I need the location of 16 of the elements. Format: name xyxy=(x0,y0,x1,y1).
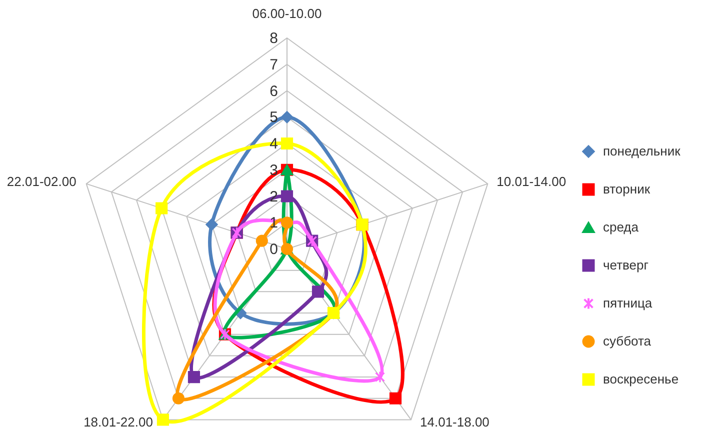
legend-label: пятница xyxy=(603,296,653,310)
y-tick-label: 7 xyxy=(270,56,278,74)
legend-label: четверг xyxy=(603,258,649,272)
spoke-label: 18.01-22.00 xyxy=(84,414,153,430)
y-tick-label: 8 xyxy=(270,30,278,47)
legend-label: воскресенье xyxy=(603,372,679,386)
y-tick-label: 6 xyxy=(270,82,278,100)
spoke-label: 14.01-18.00 xyxy=(420,414,490,430)
y-tick-label: 0 xyxy=(270,241,278,258)
spoke-label: 10.01-14.00 xyxy=(496,174,566,189)
legend-label: среда xyxy=(603,220,640,234)
spoke-label: 06.00-10.00 xyxy=(252,6,322,21)
legend-label: вторник xyxy=(603,182,650,196)
legend-label: суббота xyxy=(603,334,652,348)
legend-label: понедельник xyxy=(603,144,681,158)
spoke-label: 22.01-02.00 xyxy=(6,174,76,189)
